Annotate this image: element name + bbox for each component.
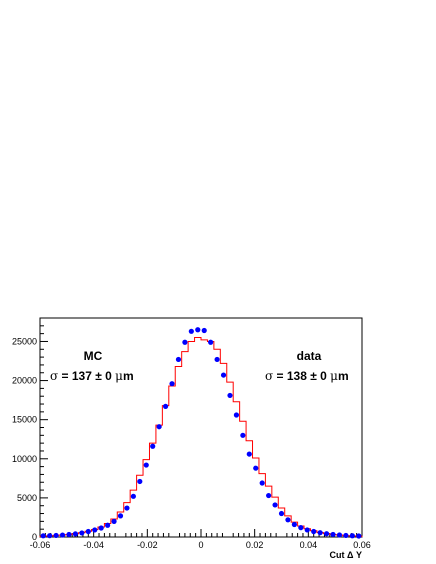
data-unit-text: m [338,369,349,383]
data-point [195,327,201,333]
data-point [105,522,111,528]
mc-annotation: MC σ = 137 ± 0 μm [50,349,134,383]
data-point [117,513,124,519]
data-label: data [297,349,322,363]
data-point [208,339,214,345]
data-point [349,533,355,539]
data-point [253,465,259,471]
data-point [317,530,323,536]
mc-unit-text: m [123,369,134,383]
data-point [343,532,349,539]
mc-sigma-value: = 137 ± 0 [58,369,115,383]
data-point [143,462,149,468]
x-axis: -0.06 -0.04 -0.02 0 0.02 0.04 0.06 [30,529,371,550]
data-point [285,517,291,523]
data-point [356,533,362,539]
data-point [169,381,175,387]
data-point [311,528,317,535]
x-tick-label: 0.02 [246,540,264,550]
data-point [150,443,156,449]
data-point [79,530,85,536]
mc-label: MC [84,349,103,363]
data-point [47,533,53,539]
data-point [156,424,162,430]
data-sigma-symbol: σ [265,369,273,383]
x-tick-label: 0.06 [353,540,371,550]
data-point [175,356,182,363]
y-tick-label: 20000 [12,376,37,386]
mc-sigma-symbol: σ [50,369,58,383]
data-point [272,502,278,508]
data-point [220,372,227,378]
data-point [111,518,117,524]
data-point [266,492,272,499]
data-point [278,510,285,517]
mc-sigma: σ = 137 ± 0 μm [50,369,134,383]
data-point [53,532,59,539]
y-tick-label: 0 [32,532,37,542]
data-point [246,451,252,457]
data-point [98,525,104,531]
data-point [92,527,98,533]
x-tick-label: -0.02 [137,540,158,550]
data-point [227,392,233,399]
data-sigma-value: = 138 ± 0 [273,369,330,383]
data-point [298,525,304,531]
data-point [291,521,297,528]
data-point [336,532,343,538]
x-tick-label: 0.04 [300,540,318,550]
data-point [162,403,169,409]
data-point [330,531,336,538]
series-data-markers [40,327,362,539]
y-tick-label: 10000 [12,454,37,464]
data-point [130,493,136,499]
data-point [137,478,143,485]
x-tick-label: -0.06 [30,540,51,550]
histogram-step-line [39,337,363,537]
data-point [85,528,91,535]
data-point [214,356,220,363]
data-point [304,527,310,533]
y-tick-label: 15000 [12,415,37,425]
y-tick-label: 25000 [12,336,37,346]
data-point [259,480,265,486]
x-tick-label: 0 [198,540,203,550]
data-point [240,432,246,438]
y-tick-label: 5000 [17,493,37,503]
x-tick-label: -0.04 [83,540,104,550]
data-point [201,327,207,334]
x-axis-title: Cut Δ Y [330,550,362,560]
data-annotation: data σ = 138 ± 0 μm [265,349,349,383]
y-axis: 0 5000 10000 15000 20000 25000 [12,317,48,542]
data-unit-symbol: μ [330,369,338,383]
mc-unit-symbol: μ [115,369,123,383]
data-point [40,533,46,539]
data-point [182,339,188,345]
data-point [72,531,79,537]
data-point [124,505,130,511]
data-point [188,328,194,334]
data-point [66,531,72,538]
data-point [59,532,66,538]
data-point [233,412,240,418]
series-mc-histogram [39,337,363,537]
data-point [323,531,330,537]
data-sigma: σ = 138 ± 0 μm [265,369,349,383]
